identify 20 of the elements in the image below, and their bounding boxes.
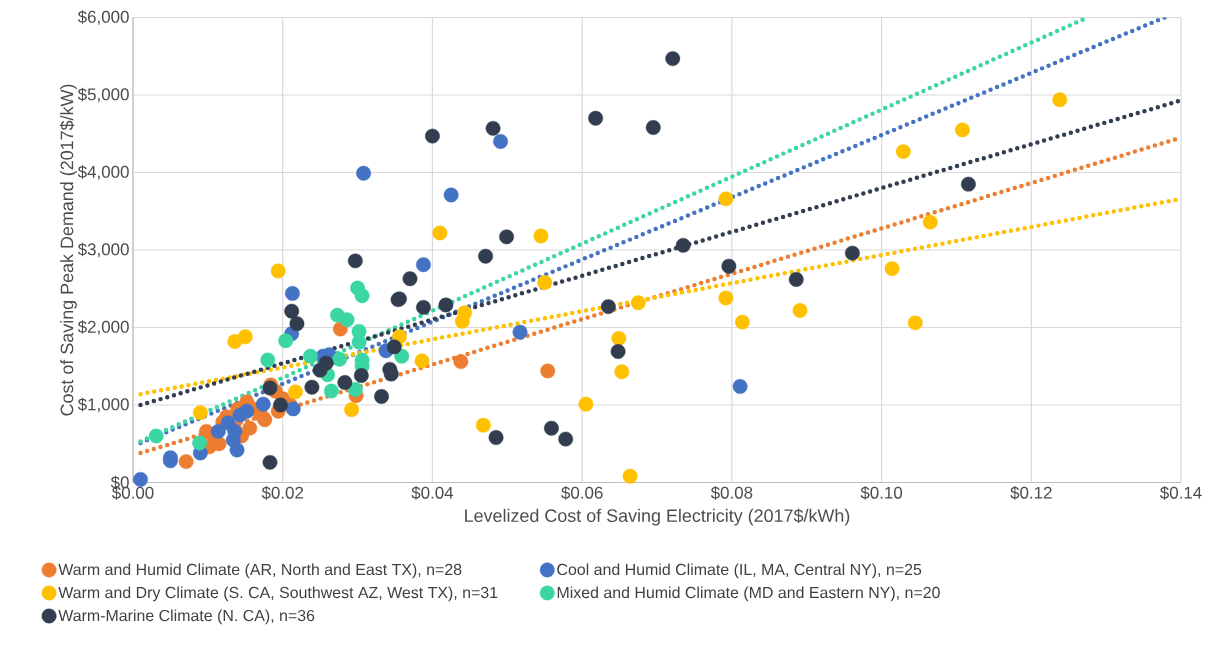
x-tick-label: $0.04 (411, 486, 454, 500)
legend-label: Warm-Marine Climate (N. CA), n=36 (58, 609, 315, 625)
x-tick-label: $0.02 (261, 486, 304, 500)
y-tick-label: $6,000 (77, 10, 129, 25)
x-tick-label: $0.08 (710, 486, 753, 500)
y-tick-label: $4,000 (77, 165, 129, 180)
y-tick-label: $5,000 (77, 87, 129, 103)
x-tick-label: $0.12 (1010, 486, 1052, 500)
legend-label: Warm and Dry Climate (S. CA, Southwest AZ, West TX), n=31 (58, 586, 498, 602)
legend-label: Cool and Humid Climate (IL, MA, Central NY), n=25 (557, 563, 922, 579)
y-axis-title: Cost of Saving Peak Demand (2017$/kW) (59, 84, 77, 416)
x-tick-label: $0.10 (860, 486, 903, 500)
y-tick-label: $3,000 (77, 242, 129, 258)
y-tick-label: $1,000 (77, 397, 129, 413)
y-tick-label: $2,000 (77, 320, 129, 335)
legend-label: Mixed and Humid Climate (MD and Eastern NY), n=20 (557, 586, 940, 602)
x-tick-label: $0.06 (561, 486, 603, 500)
x-axis-title: Levelized Cost of Saving Electricity (2017$/kWh) (465, 508, 850, 526)
x-tick-label: $0.14 (1160, 486, 1202, 500)
legend-label: Warm and Humid Climate (AR, North and East TX), n=28 (58, 563, 462, 579)
